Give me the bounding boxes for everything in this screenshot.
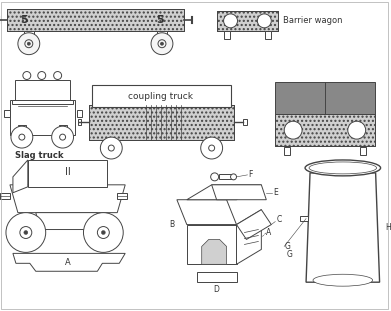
Bar: [0, 193, 10, 199]
Polygon shape: [306, 173, 380, 282]
Bar: [18, 125, 26, 129]
Text: G: G: [284, 242, 290, 251]
Text: E: E: [273, 188, 278, 197]
Bar: [24, 31, 34, 36]
Circle shape: [211, 173, 219, 181]
Bar: [275, 114, 375, 146]
Bar: [360, 147, 366, 155]
Circle shape: [158, 40, 166, 48]
Circle shape: [160, 42, 163, 45]
Circle shape: [38, 72, 46, 80]
Circle shape: [24, 230, 28, 234]
Bar: [7, 9, 184, 31]
Bar: [15, 81, 70, 102]
Ellipse shape: [309, 162, 377, 174]
Circle shape: [100, 137, 122, 159]
Bar: [275, 82, 375, 114]
Bar: [7, 9, 184, 31]
Bar: [90, 105, 233, 140]
Polygon shape: [197, 272, 237, 282]
Polygon shape: [13, 253, 125, 271]
Text: II: II: [65, 167, 70, 177]
Text: A: A: [266, 228, 272, 237]
Circle shape: [18, 33, 40, 55]
Ellipse shape: [313, 274, 373, 286]
Polygon shape: [187, 185, 261, 200]
Text: H: H: [386, 223, 391, 232]
Polygon shape: [237, 210, 271, 239]
Bar: [244, 119, 248, 125]
Circle shape: [108, 145, 114, 151]
Text: 5: 5: [20, 15, 27, 25]
Polygon shape: [36, 213, 97, 230]
Bar: [284, 147, 290, 155]
Text: F: F: [248, 170, 253, 179]
Circle shape: [27, 42, 30, 45]
Bar: [106, 140, 116, 145]
Bar: [300, 216, 308, 220]
Bar: [217, 11, 278, 31]
Circle shape: [257, 14, 271, 28]
Circle shape: [284, 121, 302, 139]
Circle shape: [224, 14, 237, 28]
Circle shape: [6, 213, 46, 253]
Circle shape: [11, 126, 33, 148]
Text: A: A: [65, 258, 70, 267]
Text: Slag truck: Slag truck: [15, 151, 63, 160]
Bar: [275, 114, 375, 146]
Bar: [117, 193, 127, 199]
Text: C: C: [276, 215, 282, 224]
Bar: [157, 31, 167, 36]
Polygon shape: [237, 210, 261, 264]
Polygon shape: [10, 185, 125, 213]
Polygon shape: [13, 160, 28, 193]
Circle shape: [54, 72, 62, 80]
Circle shape: [59, 134, 66, 140]
Bar: [28, 160, 107, 187]
Polygon shape: [177, 200, 237, 225]
Polygon shape: [187, 225, 237, 264]
Bar: [59, 125, 66, 129]
Circle shape: [97, 226, 109, 239]
Circle shape: [25, 40, 33, 48]
Bar: [219, 174, 233, 179]
Circle shape: [151, 33, 173, 55]
Bar: [217, 11, 278, 31]
Polygon shape: [202, 239, 226, 264]
Circle shape: [201, 137, 222, 159]
Text: coupling truck: coupling truck: [129, 92, 194, 101]
Bar: [224, 31, 230, 39]
Circle shape: [20, 226, 32, 239]
Text: D: D: [214, 285, 220, 294]
Bar: [77, 110, 83, 117]
Circle shape: [83, 213, 123, 253]
Text: B: B: [169, 220, 174, 229]
Circle shape: [23, 72, 31, 80]
Ellipse shape: [305, 160, 380, 176]
Circle shape: [231, 174, 237, 180]
Polygon shape: [212, 185, 266, 200]
Bar: [90, 105, 233, 140]
Text: 5: 5: [156, 15, 164, 25]
Bar: [77, 119, 81, 125]
Circle shape: [101, 230, 105, 234]
Text: Barrier wagon: Barrier wagon: [283, 16, 343, 26]
Bar: [4, 110, 10, 117]
Circle shape: [52, 126, 74, 148]
Circle shape: [19, 134, 25, 140]
Bar: [207, 140, 217, 145]
Circle shape: [348, 121, 366, 139]
Bar: [265, 31, 271, 39]
Bar: [92, 86, 231, 107]
Circle shape: [209, 145, 215, 151]
Bar: [12, 100, 73, 104]
Text: G: G: [286, 250, 292, 259]
Bar: [10, 100, 75, 135]
